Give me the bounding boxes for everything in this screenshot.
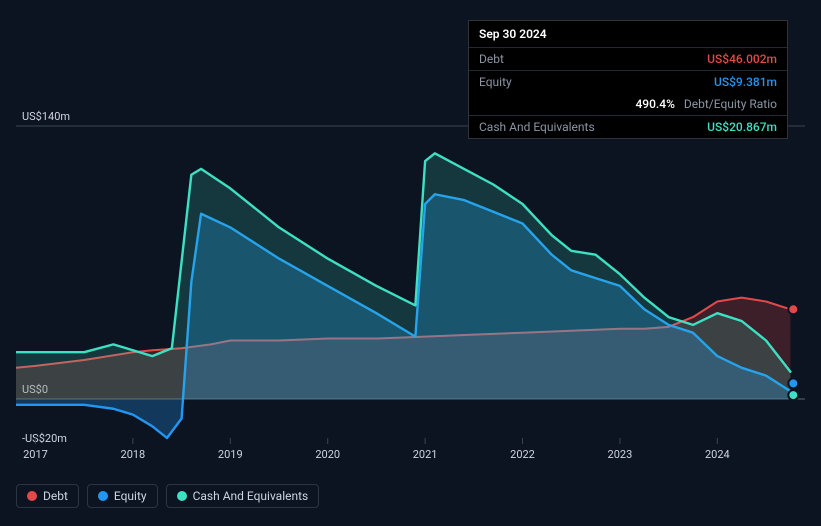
tooltip-label: Equity (479, 75, 512, 89)
end-marker-equity (788, 378, 798, 388)
tooltip-value: US$20.867m (707, 120, 777, 134)
tooltip-row: Debt US$46.002m (469, 48, 787, 71)
x-axis-label: 2021 (413, 448, 438, 461)
y-axis-label: -US$20m (22, 432, 67, 445)
legend-label: Debt (43, 489, 68, 503)
ratio-label: Debt/Equity Ratio (684, 97, 777, 111)
legend-swatch-icon (27, 491, 37, 501)
tooltip-ratio-row: 490.4% Debt/Equity Ratio (469, 93, 787, 116)
legend-swatch-icon (98, 491, 108, 501)
legend-item-equity[interactable]: Equity (87, 484, 158, 508)
x-axis-label: 2020 (315, 448, 340, 461)
legend-swatch-icon (177, 491, 187, 501)
x-axis-label: 2018 (121, 448, 146, 461)
x-axis-label: 2024 (705, 448, 730, 461)
legend-label: Cash And Equivalents (193, 489, 309, 503)
tooltip-label: Cash And Equivalents (479, 120, 595, 134)
chart-legend: Debt Equity Cash And Equivalents (16, 484, 319, 508)
tooltip-row-cash: Cash And Equivalents US$20.867m (469, 116, 787, 138)
x-axis-label: 2022 (510, 448, 535, 461)
data-tooltip: Sep 30 2024 Debt US$46.002m Equity US$9.381… (468, 20, 788, 139)
area-cash (16, 153, 790, 399)
end-marker-cash (788, 390, 798, 400)
tooltip-label: Debt (479, 52, 504, 66)
legend-label: Equity (114, 489, 147, 503)
tooltip-date: Sep 30 2024 (469, 21, 787, 48)
tooltip-row: Equity US$9.381m (469, 71, 787, 93)
x-axis-label: 2023 (608, 448, 633, 461)
legend-item-cash[interactable]: Cash And Equivalents (166, 484, 320, 508)
tooltip-value: US$46.002m (707, 52, 777, 66)
ratio-value: 490.4% (635, 97, 674, 111)
end-marker-debt (788, 304, 798, 314)
legend-item-debt[interactable]: Debt (16, 484, 79, 508)
y-axis-label: US$140m (22, 110, 70, 123)
tooltip-value: US$9.381m (714, 75, 777, 89)
x-axis-label: 2017 (23, 448, 48, 461)
x-axis-label: 2019 (218, 448, 243, 461)
